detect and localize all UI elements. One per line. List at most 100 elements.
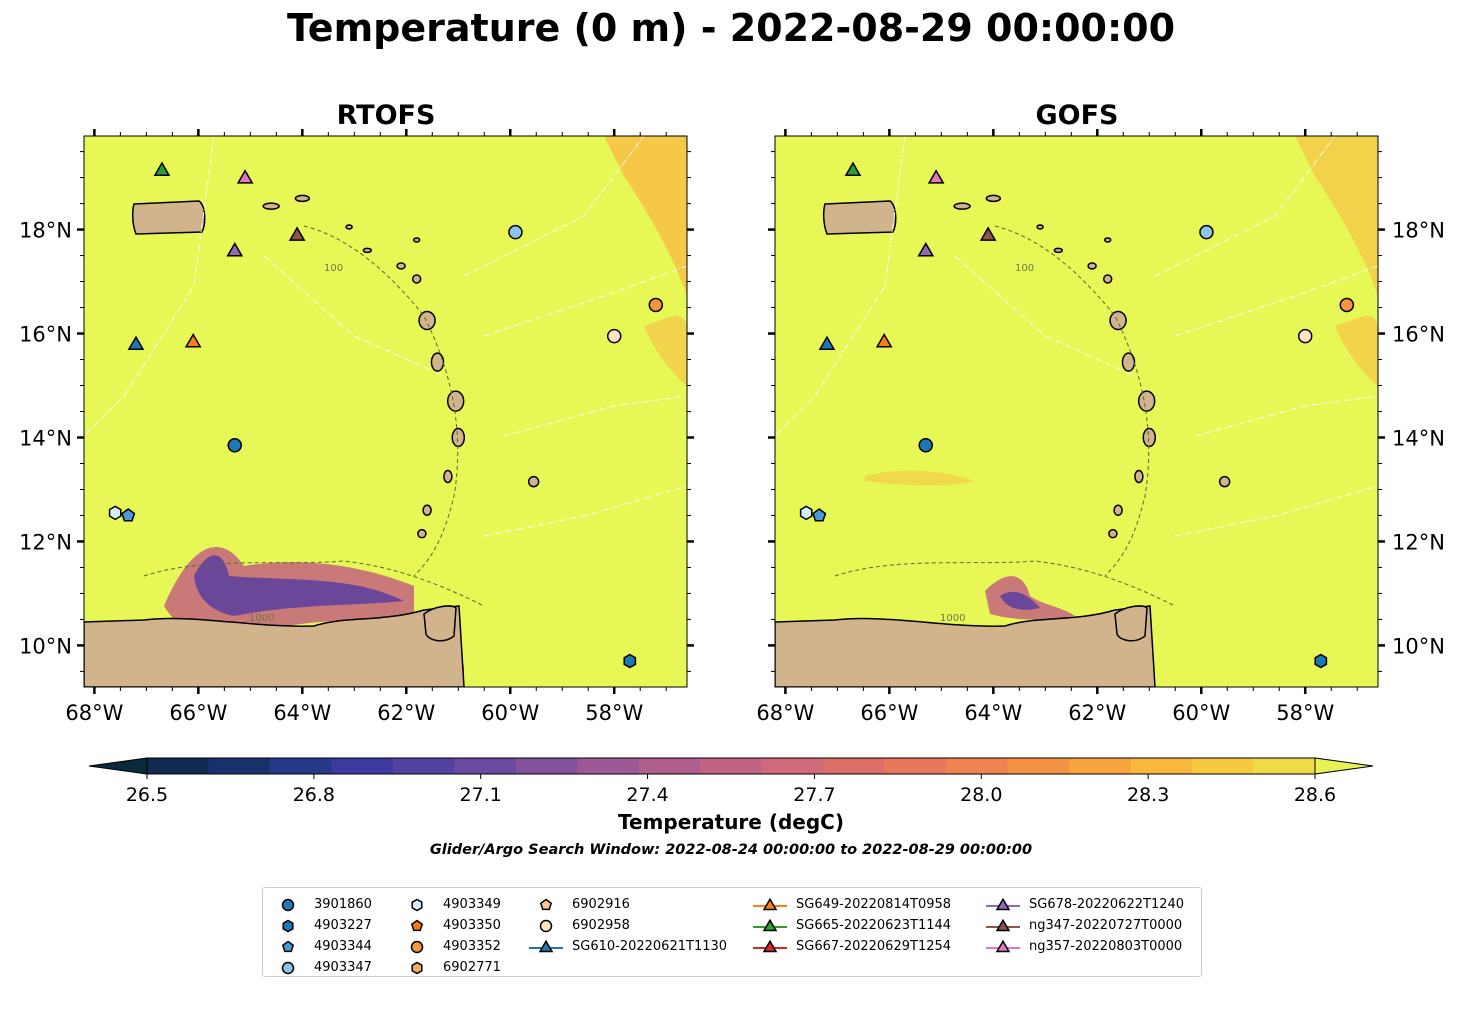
observation-SG678-20220622T1240 [917,242,935,257]
observation-SG649-20220814T0958 [184,333,202,348]
legend-marker [281,961,295,975]
colorbar-tick-label: 26.5 [126,784,168,806]
legend-marker [411,898,423,912]
lat-tick-label: 14°N [1392,426,1445,450]
trinidad-island [423,605,457,642]
island [1121,352,1136,372]
isobath-label: 1000 [940,613,965,624]
observation-4903227 [1314,653,1328,669]
lat-tick-label: 16°N [1392,323,1445,347]
colorbar-segment [208,758,271,774]
colorbar-tick-label: 28.3 [1127,784,1169,806]
colorbar-segment [700,758,763,774]
legend-marker [995,918,1011,932]
rtofs-map: 100 1000 68°W 66°W 64°W 62°W 60°W 58°W 18°N 16°N 1… [19,129,694,725]
lon-tick-label: 58°W [1276,701,1334,725]
colorbar: 26.5 26.8 27.1 27.4 27.7 28.0 28.3 28.6 Temperat… [88,757,1374,858]
lon-tick-label: 60°W [481,701,539,725]
island [1053,247,1064,254]
legend-marker-triangle-icon [753,897,787,911]
colorbar-segment [1253,758,1316,774]
search-window-text: Glider/Argo Search Window: 2022-08-24 00… [430,842,1032,858]
colorbar-segment [884,758,947,774]
observation-SG610-20220621T1130 [818,335,836,351]
colorbar-tick-label: 28.0 [960,784,1002,806]
isobath-label: 1000 [249,613,274,624]
warm-water-patch [1295,136,1378,296]
observation-4903349 [108,505,122,521]
legend-label: 6902771 [443,960,501,975]
legend-marker [995,897,1011,911]
colorbar-segment [1069,758,1132,774]
figure-title: Temperature (0 m) - 2022-08-29 00:00:00 [286,6,1176,50]
island [985,194,1002,203]
colorbar-tick-label: 27.7 [793,784,835,806]
island [1102,274,1113,284]
colorbar-frame [146,757,1316,775]
observation-3901860 [227,438,242,453]
observation-ng347-20220727T0000 [288,226,306,241]
isobath-label: 100 [324,263,343,274]
lon-tick-label: 58°W [585,701,643,725]
legend-marker-pentagon-icon [539,898,553,911]
lat-tick-label: 14°N [19,426,72,450]
legend-marker-circle-icon [281,898,295,912]
legend-label: 6902916 [572,897,630,912]
island [1109,310,1127,331]
island [417,528,427,539]
lon-tick-label: 66°W [169,701,227,725]
warm-water-streak [865,470,975,486]
legend-marker-hexagon-icon [411,898,423,912]
lon-tick-label: 64°W [964,701,1022,725]
eez-boundary [1194,395,1378,437]
south-america-land [775,605,1156,687]
colorbar-segment [1007,758,1070,774]
legend-label: 4903344 [314,939,372,954]
colorbar-tick-label: 27.4 [626,784,668,806]
colorbar-segment [946,758,1009,774]
observation-4903344 [812,508,827,522]
puerto-rico-island [131,200,206,235]
legend-marker-triangle-icon [753,939,787,953]
colorbar-segment [331,758,394,774]
south-america-land [84,605,465,687]
observation-SG678-20220622T1240 [226,242,244,257]
eez-boundary [463,136,645,277]
legend-label: 4903350 [443,918,501,933]
gofs-map: 100 1000 68°W 66°W 64°W 62°W 60°W 58°W 18°N 16°N 1… [756,129,1445,725]
isobath-100 [834,560,1176,607]
eez-boundary [1174,265,1378,337]
island [1218,475,1231,488]
observation-6902958 [1297,328,1313,344]
island [1137,390,1156,412]
eez-boundary [775,136,906,437]
colorbar-extend-high [1314,757,1374,775]
lon-tick-label: 62°W [377,701,435,725]
island [527,475,540,488]
colorbar-tick-label: 27.1 [460,784,502,806]
lon-tick-label: 60°W [1172,701,1230,725]
island [1134,469,1144,484]
lat-tick-label: 18°N [1392,219,1445,243]
island [345,224,353,230]
lon-tick-label: 68°W [756,701,814,725]
eez-boundary [483,485,687,537]
rtofs-map-title: RTOFS [336,100,436,131]
legend-label: SG667-20220629T1254 [796,939,952,954]
legend-marker [762,897,778,911]
legend-marker [538,939,554,953]
island [396,262,406,270]
island [1103,237,1112,243]
legend-label: 4903227 [314,918,372,933]
lon-tick-label: 62°W [1068,701,1126,725]
legend-label: SG665-20220623T1144 [796,918,952,933]
isobath-label: 100 [1015,263,1034,274]
colorbar-segment [823,758,886,774]
colorbar-segment [147,758,209,774]
island [1142,427,1157,448]
cool-water-core [1000,591,1040,610]
legend-label: SG610-20220621T1130 [572,939,728,954]
island [443,469,453,484]
observation-6902958 [606,328,622,344]
legend-label: SG649-20220814T0958 [796,897,952,912]
